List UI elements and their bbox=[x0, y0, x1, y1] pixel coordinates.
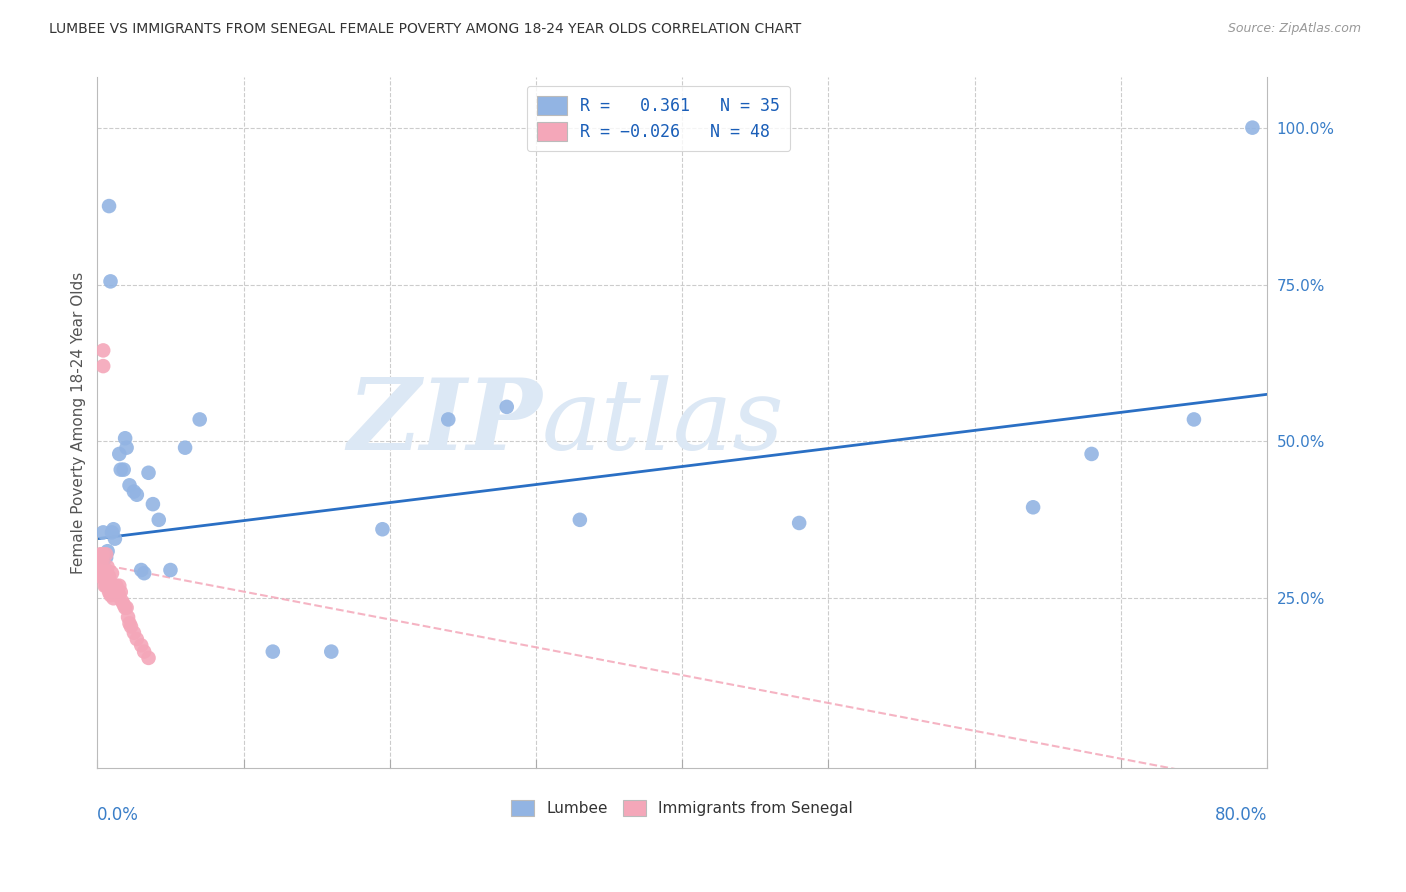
Legend: Lumbee, Immigrants from Senegal: Lumbee, Immigrants from Senegal bbox=[505, 794, 859, 822]
Text: Source: ZipAtlas.com: Source: ZipAtlas.com bbox=[1227, 22, 1361, 36]
Point bbox=[125, 488, 148, 502]
Point bbox=[91, 359, 114, 373]
Text: 0.0%: 0.0% bbox=[97, 805, 139, 823]
Point bbox=[138, 651, 160, 665]
Point bbox=[104, 582, 127, 596]
Point bbox=[91, 547, 114, 561]
Point bbox=[103, 591, 125, 606]
Point bbox=[117, 610, 139, 624]
Point bbox=[787, 516, 810, 530]
Point bbox=[94, 579, 117, 593]
Point bbox=[100, 274, 122, 288]
Point bbox=[93, 579, 115, 593]
Point bbox=[111, 594, 134, 608]
Point bbox=[108, 579, 131, 593]
Point bbox=[101, 525, 124, 540]
Text: 80.0%: 80.0% bbox=[1215, 805, 1267, 823]
Point bbox=[103, 579, 125, 593]
Point bbox=[98, 569, 121, 583]
Point bbox=[122, 625, 145, 640]
Point bbox=[138, 466, 160, 480]
Point bbox=[129, 563, 152, 577]
Point bbox=[94, 563, 117, 577]
Point bbox=[148, 513, 170, 527]
Point bbox=[89, 547, 111, 561]
Point bbox=[1182, 412, 1205, 426]
Point bbox=[495, 400, 517, 414]
Point bbox=[93, 563, 115, 577]
Point bbox=[159, 563, 181, 577]
Point bbox=[91, 525, 114, 540]
Point bbox=[188, 412, 211, 426]
Point bbox=[107, 585, 129, 599]
Point bbox=[174, 441, 197, 455]
Text: ZIP: ZIP bbox=[347, 375, 541, 471]
Point bbox=[110, 585, 132, 599]
Point bbox=[118, 478, 141, 492]
Point bbox=[371, 522, 394, 536]
Point bbox=[125, 632, 148, 646]
Point bbox=[100, 588, 122, 602]
Point bbox=[118, 616, 141, 631]
Point bbox=[101, 566, 124, 581]
Point bbox=[90, 554, 112, 568]
Point bbox=[94, 547, 117, 561]
Point bbox=[87, 569, 110, 583]
Point bbox=[1080, 447, 1102, 461]
Point bbox=[129, 638, 152, 652]
Point bbox=[98, 585, 121, 599]
Point bbox=[568, 513, 591, 527]
Point bbox=[90, 547, 112, 561]
Point bbox=[97, 560, 120, 574]
Point bbox=[93, 569, 115, 583]
Point bbox=[437, 412, 460, 426]
Point bbox=[101, 579, 124, 593]
Text: atlas: atlas bbox=[541, 375, 785, 470]
Point bbox=[108, 588, 131, 602]
Point bbox=[1241, 120, 1264, 135]
Text: LUMBEE VS IMMIGRANTS FROM SENEGAL FEMALE POVERTY AMONG 18-24 YEAR OLDS CORRELATI: LUMBEE VS IMMIGRANTS FROM SENEGAL FEMALE… bbox=[49, 22, 801, 37]
Point bbox=[100, 575, 122, 590]
Point bbox=[262, 645, 284, 659]
Point bbox=[110, 462, 132, 476]
Point bbox=[89, 554, 111, 568]
Point bbox=[115, 441, 138, 455]
Y-axis label: Female Poverty Among 18-24 Year Olds: Female Poverty Among 18-24 Year Olds bbox=[72, 271, 86, 574]
Point bbox=[114, 431, 136, 445]
Point bbox=[1022, 500, 1045, 515]
Point bbox=[115, 600, 138, 615]
Point bbox=[87, 563, 110, 577]
Point bbox=[98, 199, 121, 213]
Point bbox=[89, 563, 111, 577]
Point bbox=[103, 522, 125, 536]
Point bbox=[134, 645, 156, 659]
Point bbox=[104, 532, 127, 546]
Point bbox=[97, 573, 120, 587]
Point bbox=[321, 645, 343, 659]
Point bbox=[105, 579, 128, 593]
Point bbox=[105, 588, 128, 602]
Point bbox=[97, 544, 120, 558]
Point bbox=[90, 569, 112, 583]
Point bbox=[91, 343, 114, 358]
Point bbox=[122, 484, 145, 499]
Point bbox=[142, 497, 165, 511]
Point bbox=[90, 563, 112, 577]
Point bbox=[112, 462, 135, 476]
Point bbox=[134, 566, 156, 581]
Point bbox=[108, 447, 131, 461]
Point bbox=[87, 554, 110, 568]
Point bbox=[112, 598, 135, 612]
Point bbox=[94, 550, 117, 565]
Point bbox=[114, 600, 136, 615]
Point bbox=[120, 619, 142, 633]
